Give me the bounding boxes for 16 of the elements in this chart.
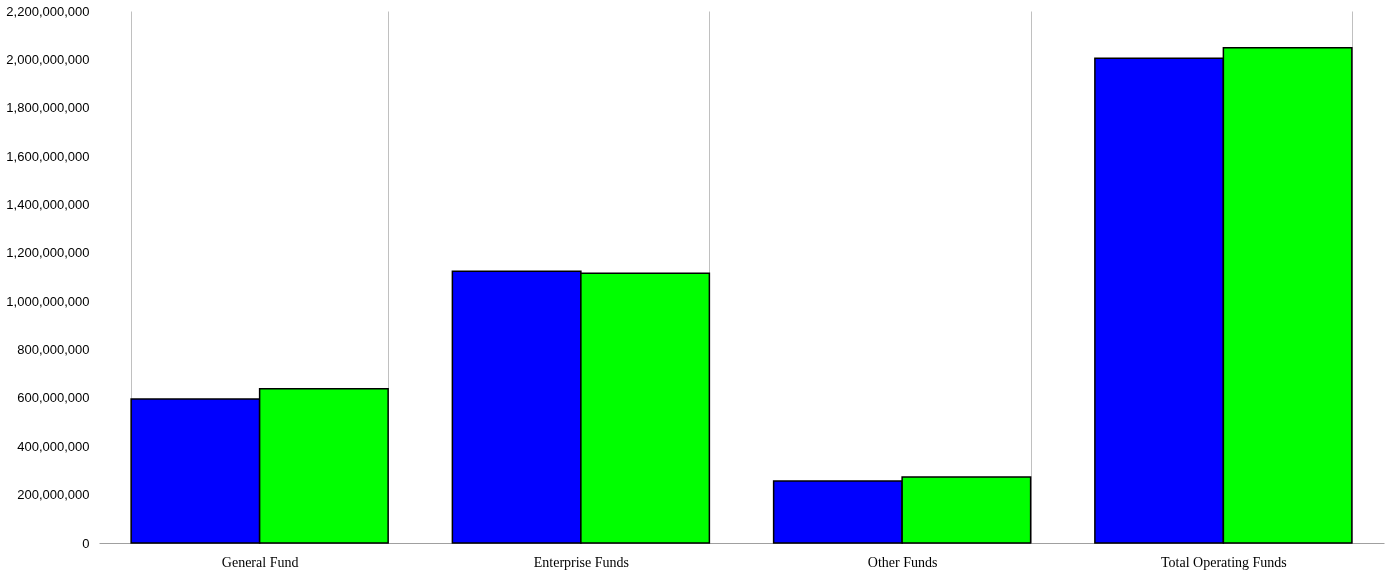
x-tick-label: General Fund <box>221 554 299 570</box>
y-tick-label: 2,000,000,000 <box>6 51 90 67</box>
y-tick-label: 1,600,000,000 <box>6 148 90 164</box>
y-tick-label: 2,200,000,000 <box>6 3 90 19</box>
x-tick-label: Enterprise Funds <box>533 554 630 570</box>
y-tick-label: 1,400,000,000 <box>6 196 90 212</box>
y-tick-label: 800,000,000 <box>17 342 90 358</box>
y-tick-label: 400,000,000 <box>17 438 90 454</box>
x-tick-label: Other Funds <box>867 554 938 570</box>
y-tick-label: 0 <box>82 535 90 551</box>
y-tick-label: 200,000,000 <box>17 487 90 503</box>
y-tick-label: 1,200,000,000 <box>6 245 90 261</box>
y-tick-label: 600,000,000 <box>17 390 90 406</box>
x-tick-label: Total Operating Funds <box>1160 554 1287 570</box>
y-tick-label: 1,800,000,000 <box>6 100 90 116</box>
y-tick-label: 1,000,000,000 <box>6 293 90 309</box>
